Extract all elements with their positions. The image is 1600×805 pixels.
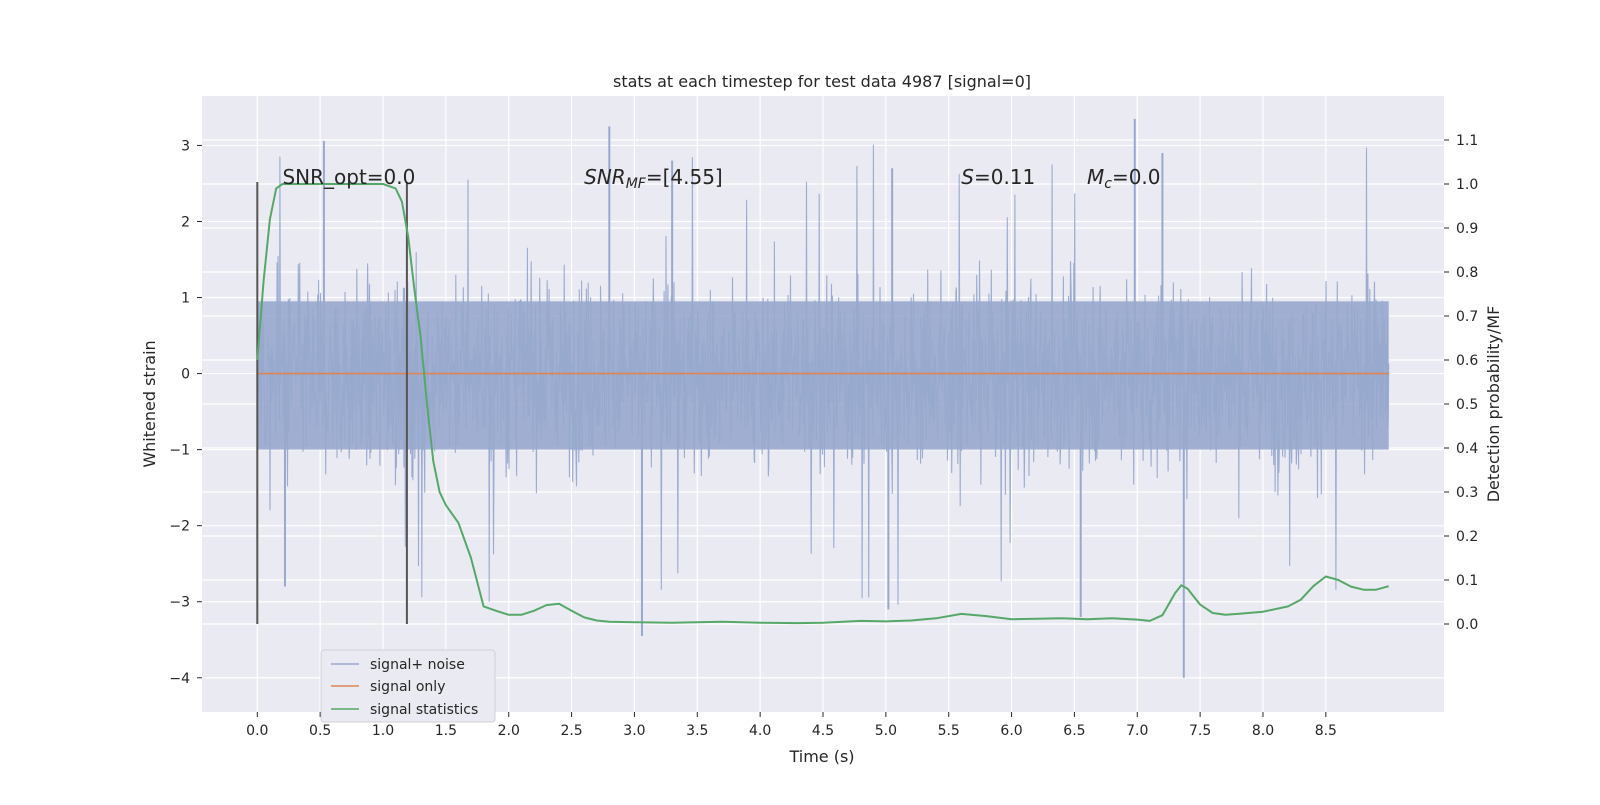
y2-tick-label: 0.1	[1456, 573, 1478, 589]
stats-line	[256, 183, 1389, 625]
x-tick-label: 4.5	[812, 723, 834, 739]
y2-tick-label: 0.5	[1456, 397, 1478, 413]
y2-tick-label: 0.7	[1456, 309, 1478, 325]
y2-tick-label: 0.2	[1456, 529, 1478, 545]
legend-label-signal: signal only	[370, 679, 445, 695]
y-tick-label: −1	[169, 443, 190, 459]
legend-label-noise: signal+ noise	[370, 657, 465, 673]
y2-tick-label: 0.6	[1456, 353, 1478, 369]
y-tick-label: −3	[169, 595, 190, 611]
y2-axis-ticks: 1.1 1.0 0.9 0.8 0.7 0.6 0.5 0.4 0.3 0.2 0.1 0.0	[1444, 133, 1478, 633]
annotations: SNR_opt=0.0 SNRMF=[4.55] S=0.11 Mc=0.0	[282, 165, 1160, 192]
y2-tick-label: 0.4	[1456, 441, 1478, 457]
y-tick-label: 3	[181, 138, 190, 154]
y-tick-label: 2	[181, 214, 190, 230]
x-tick-label: 0.5	[309, 723, 331, 739]
annotation-snr-mf: SNRMF=[4.55]	[584, 165, 723, 192]
x-tick-label: 8.5	[1315, 723, 1337, 739]
y2-tick-label: 0.0	[1456, 617, 1478, 633]
x-tick-label: 7.5	[1189, 723, 1211, 739]
y2-tick-label: 0.8	[1456, 265, 1478, 281]
x-tick-label: 0.0	[246, 723, 268, 739]
x-tick-label: 6.5	[1063, 723, 1085, 739]
annotation-mc-value: Mc=0.0	[1087, 165, 1161, 192]
vertical-lines	[256, 182, 408, 624]
x-tick-label: 3.5	[686, 723, 708, 739]
y-tick-label: 1	[181, 291, 190, 307]
noise-series	[256, 118, 1390, 678]
x-tick-label: 6.0	[1000, 723, 1022, 739]
legend-label-stats: signal statistics	[370, 702, 478, 718]
x-tick-label: 8.0	[1252, 723, 1274, 739]
x-tick-label: 1.5	[435, 723, 457, 739]
y2-axis-label: Detection probability/MF	[1484, 306, 1503, 503]
x-tick-label: 5.0	[875, 723, 897, 739]
stats-series	[256, 183, 1389, 625]
legend: signal+ noise signal only signal statist…	[320, 649, 496, 723]
noise-core-band	[257, 301, 1389, 450]
y2-tick-label: 0.9	[1456, 221, 1478, 237]
x-tick-label: 2.0	[498, 723, 520, 739]
y2-tick-label: 1.1	[1456, 133, 1478, 149]
y-tick-label: 0	[181, 367, 190, 383]
x-tick-label: 7.0	[1126, 723, 1148, 739]
chart-title: stats at each timestep for test data 498…	[613, 72, 1031, 91]
y-tick-label: −4	[169, 671, 190, 687]
annotation-snr-opt: SNR_opt=0.0	[282, 165, 415, 189]
y-axis-ticks: 3 2 1 0 −1 −2 −3 −4	[169, 138, 202, 687]
x-tick-label: 1.0	[372, 723, 394, 739]
x-tick-label: 2.5	[560, 723, 582, 739]
legend-box	[320, 649, 496, 723]
annotation-s-value: S=0.11	[961, 165, 1035, 189]
x-tick-label: 4.0	[749, 723, 771, 739]
x-axis-ticks: 0.0 0.5 1.0 1.5 2.0 2.5 3.0 3.5 4.0 4.5 5.0 5.5 6.0 6…	[246, 712, 1337, 739]
x-axis-label: Time (s)	[788, 747, 854, 766]
y2-tick-label: 0.3	[1456, 485, 1478, 501]
x-tick-label: 5.5	[938, 723, 960, 739]
y2-tick-label: 1.0	[1456, 177, 1478, 193]
x-tick-label: 3.0	[623, 723, 645, 739]
y-axis-label: Whitened strain	[140, 340, 159, 467]
y-tick-label: −2	[169, 519, 190, 535]
